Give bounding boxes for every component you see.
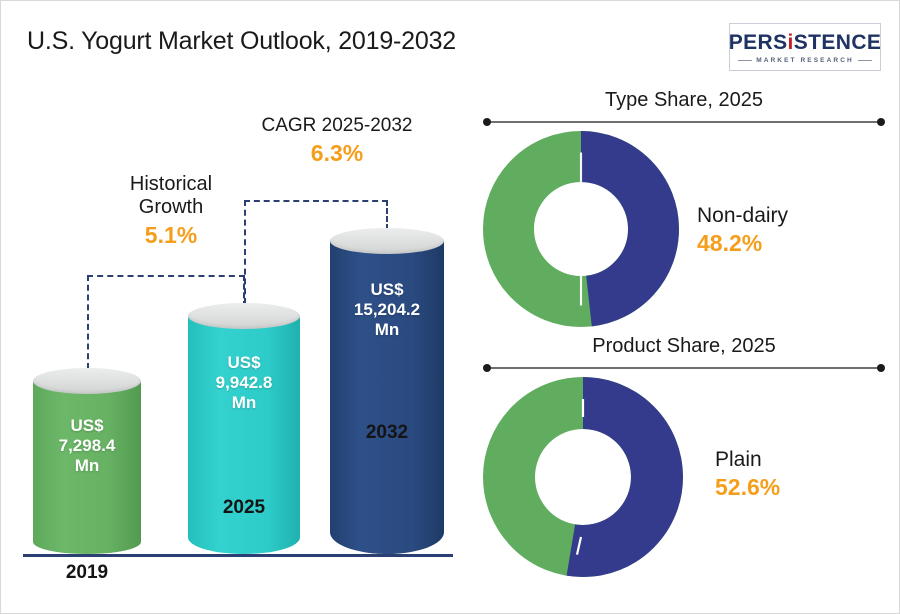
divider-dot-left-icon	[483, 118, 491, 126]
bar-2019-value-line2: 7,298.4	[58, 436, 116, 456]
bar-2025-value: US$ 9,942.8 Mn	[188, 353, 300, 413]
cagr-connector	[244, 200, 388, 305]
cagr-label: CAGR 2025-2032	[261, 115, 413, 136]
type-share-legend-value: 48.2%	[697, 230, 763, 257]
brand-logo-tagline: MARKET RESEARCH	[756, 57, 854, 64]
product-share-panel: Product Share, 2025 Plain 52.6%	[475, 335, 893, 597]
product-share-title: Product Share, 2025	[592, 335, 776, 357]
type-share-divider	[483, 118, 885, 126]
divider-dot-left-icon	[483, 364, 491, 372]
bar-2019-body	[33, 381, 141, 554]
type-share-panel: Type Share, 2025 Non-dairy 48.2%	[475, 89, 893, 339]
bar-chart: Historical Growth 5.1% CAGR 2025-2032 6.…	[1, 81, 471, 601]
bar-2032-value-line3: Mn	[374, 320, 400, 340]
type-share-donut	[483, 131, 679, 332]
bar-2019-category-label: 2019	[65, 562, 109, 583]
cagr-value: 6.3%	[310, 140, 364, 167]
divider-dot-right-icon	[877, 118, 885, 126]
historical-growth-annotation: Historical Growth 5.1%	[89, 173, 253, 249]
product-share-donut-svg	[483, 377, 683, 577]
product-share-legend-value: 52.6%	[715, 474, 781, 501]
connector-segment	[244, 200, 246, 304]
bar-2025-value-line3: Mn	[231, 393, 257, 413]
type-share-legend-name: Non-dairy	[697, 204, 789, 227]
type-share-title: Type Share, 2025	[605, 89, 763, 111]
bar-2032-value: US$ 15,204.2 Mn	[330, 280, 444, 340]
product-share-slice-separator-bottom	[575, 536, 583, 555]
logo-rule-right-icon	[857, 60, 872, 61]
type-share-donut-svg	[483, 131, 679, 327]
brand-logo-tagline-row: MARKET RESEARCH	[738, 57, 872, 64]
chart-baseline-axis	[23, 554, 453, 557]
connector-segment	[244, 200, 388, 202]
product-share-legend-name: Plain	[715, 448, 762, 471]
brand-logo-word-before: PERS	[728, 31, 788, 54]
divider-dot-right-icon	[877, 364, 885, 372]
connector-segment	[87, 275, 245, 277]
bar-2032-category-label: 2032	[365, 422, 409, 443]
connector-segment	[87, 275, 89, 369]
bar-2025-category-label: 2025	[222, 497, 266, 518]
historical-growth-label-line2: Growth	[138, 196, 204, 219]
connector-segment	[386, 200, 388, 230]
type-share-legend: Non-dairy 48.2%	[697, 204, 788, 257]
bar-2025-cap-icon	[188, 303, 300, 329]
bar-2019-value: US$ 7,298.4 Mn	[33, 416, 141, 476]
page-title: U.S. Yogurt Market Outlook, 2019-2032	[27, 27, 456, 55]
bar-2019-value-line3: Mn	[74, 456, 100, 476]
bar-2025-value-line1: US$	[227, 353, 261, 372]
product-share-divider	[483, 364, 885, 372]
product-share-legend: Plain 52.6%	[715, 448, 780, 501]
bar-2025: US$ 9,942.8 Mn 2025	[188, 303, 300, 554]
bar-2019: US$ 7,298.4 Mn 2019	[33, 368, 141, 583]
bar-2032-value-line1: US$	[370, 280, 404, 299]
historical-growth-label-line1: Historical	[129, 173, 213, 195]
cagr-annotation: CAGR 2025-2032 6.3%	[237, 115, 437, 167]
brand-logo-accent-letter: i	[787, 31, 794, 54]
bar-2032: US$ 15,204.2 Mn 2032	[330, 228, 444, 554]
product-share-donut	[483, 377, 683, 582]
brand-logo-wordmark: PERSiSTENCE	[729, 32, 882, 53]
bar-2019-cap-icon	[33, 368, 141, 394]
bar-2025-value-line2: 9,942.8	[215, 373, 273, 393]
bar-2025-body	[188, 316, 300, 554]
bar-2032-value-line2: 15,204.2	[353, 300, 421, 320]
brand-logo: PERSiSTENCE MARKET RESEARCH	[729, 23, 881, 71]
bar-2032-body	[330, 241, 444, 554]
bar-2019-value-line1: US$	[70, 416, 104, 435]
bar-2032-cap-icon	[330, 228, 444, 254]
logo-rule-left-icon	[738, 60, 753, 61]
historical-growth-value: 5.1%	[144, 222, 198, 249]
brand-logo-word-after: STENCE	[793, 31, 882, 54]
